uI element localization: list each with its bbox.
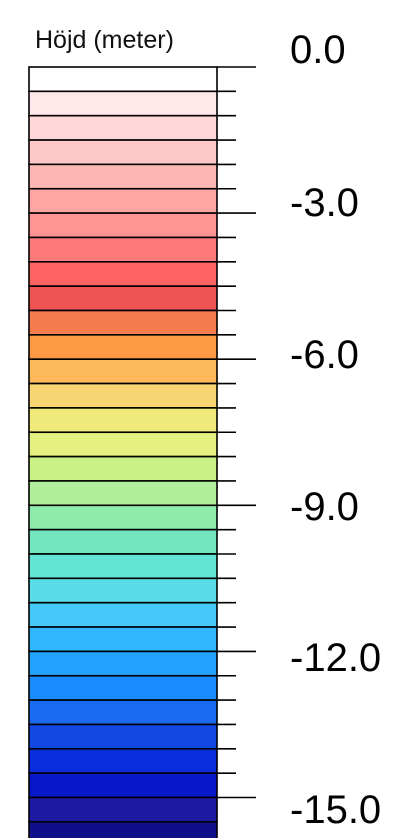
color-band-25	[28, 674, 218, 701]
color-band-16	[28, 455, 218, 482]
color-band-23	[28, 626, 218, 653]
color-band-28	[28, 747, 218, 774]
color-band-2	[28, 114, 218, 141]
color-band-4	[28, 163, 218, 190]
color-band-7	[28, 236, 218, 263]
color-band-18	[28, 504, 218, 531]
color-band-0	[28, 66, 218, 93]
color-band-27	[28, 723, 218, 750]
tick-label-1: -3.0	[290, 181, 359, 225]
color-band-5	[28, 187, 218, 214]
color-band-6	[28, 212, 218, 239]
color-band-21	[28, 577, 218, 604]
tick-label-5: -15.0	[290, 788, 382, 832]
color-band-9	[28, 285, 218, 312]
color-band-14	[28, 407, 218, 434]
color-band-17	[28, 480, 218, 507]
tick-label-4: -12.0	[290, 636, 382, 680]
color-band-11	[28, 334, 218, 361]
color-band-12	[28, 358, 218, 385]
color-band-8	[28, 260, 218, 287]
tick-label-3: -9.0	[290, 485, 359, 529]
color-band-19	[28, 528, 218, 555]
color-band-24	[28, 650, 218, 677]
color-band-15	[28, 431, 218, 458]
tick-label-0: 0.0	[290, 28, 346, 72]
color-band-10	[28, 309, 218, 336]
color-band-30	[28, 796, 218, 823]
color-band-31	[28, 821, 218, 838]
legend-title: Höjd (meter)	[35, 26, 174, 54]
color-band-1	[28, 90, 218, 117]
color-band-26	[28, 699, 218, 726]
color-band-29	[28, 772, 218, 799]
color-band-20	[28, 553, 218, 580]
color-band-22	[28, 601, 218, 628]
color-band-3	[28, 139, 218, 166]
color-band-13	[28, 382, 218, 409]
tick-label-2: -6.0	[290, 333, 359, 377]
